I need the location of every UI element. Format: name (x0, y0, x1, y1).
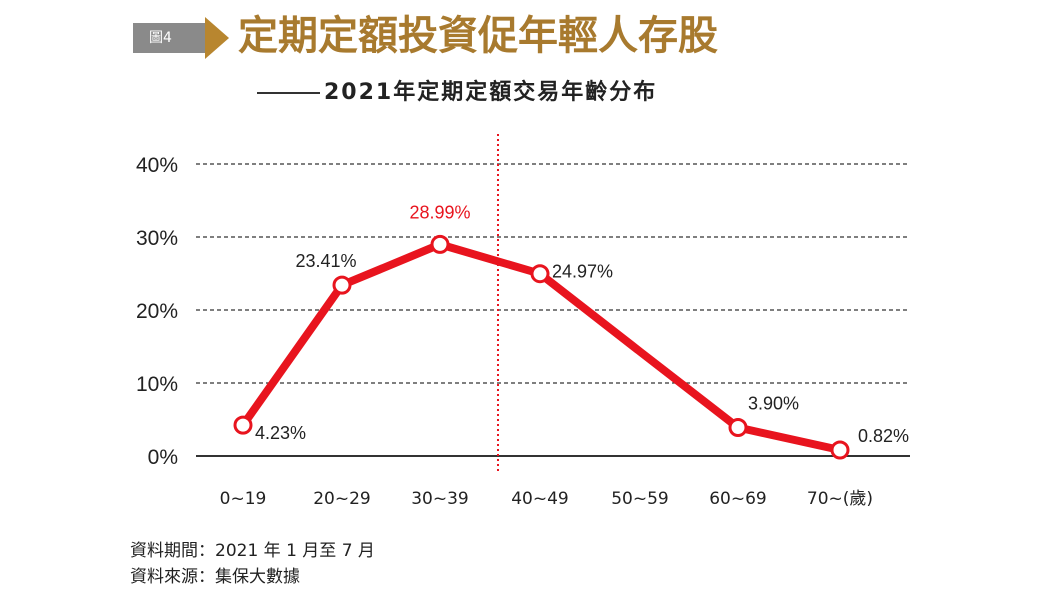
x-tick-label: 0~19 (220, 489, 267, 509)
data-point-marker (830, 440, 850, 460)
y-tick-label: 30% (136, 227, 178, 250)
data-point-marker (332, 275, 352, 295)
x-tick-label: 50~59 (611, 489, 669, 509)
figure-number-badge: 圖4 (133, 23, 205, 53)
x-tick-label: 30~39 (411, 489, 469, 509)
figure-arrow-icon (205, 17, 229, 59)
data-labels: 4.23% 23.41% 28.99% 24.97% 3.90% 0.82% (255, 202, 909, 446)
main-title: 定期定額投資促年輕人存股 (238, 12, 718, 59)
data-period-label: 資料期間： (130, 541, 215, 561)
source-notes: 資料期間：2021 年 1 月至 7 月 資料來源：集保大數據 (130, 538, 375, 590)
data-source-line: 資料來源：集保大數據 (130, 564, 375, 590)
y-tick-label: 40% (136, 154, 178, 177)
data-period-line: 資料期間：2021 年 1 月至 7 月 (130, 538, 375, 564)
x-axis-ticks: 0~19 20~29 30~39 40~49 50~59 60~69 70~(歲) (220, 489, 873, 509)
data-point-marker (233, 415, 253, 435)
data-label: 3.90% (748, 394, 799, 414)
x-tick-label: 20~29 (313, 489, 371, 509)
data-point-marker (530, 264, 550, 284)
data-point-marker (430, 234, 450, 254)
data-source-value: 集保大數據 (215, 567, 300, 587)
data-label: 23.41% (295, 251, 356, 271)
y-tick-label: 20% (136, 300, 178, 323)
grid-lines (196, 163, 910, 457)
data-period-value: 2021 年 1 月至 7 月 (215, 541, 375, 561)
y-tick-label: 0% (148, 446, 178, 469)
data-label: 4.23% (255, 423, 306, 443)
data-label: 28.99% (409, 202, 470, 222)
y-axis-ticks: 0% 10% 20% 30% 40% (136, 154, 178, 469)
x-tick-label: 40~49 (511, 489, 569, 509)
x-tick-label: 70~(歲) (807, 489, 873, 509)
data-label: 24.97% (552, 262, 613, 282)
x-tick-label: 60~69 (709, 489, 767, 509)
y-tick-label: 10% (136, 373, 178, 396)
data-series (233, 234, 850, 460)
figure-number-label: 圖4 (149, 30, 172, 46)
data-source-label: 資料來源： (130, 567, 215, 587)
chart-subtitle: 2021年定期定額交易年齡分布 (324, 80, 658, 105)
data-point-marker (728, 418, 748, 438)
data-label: 0.82% (858, 426, 909, 446)
subtitle-dash-line (257, 92, 320, 94)
